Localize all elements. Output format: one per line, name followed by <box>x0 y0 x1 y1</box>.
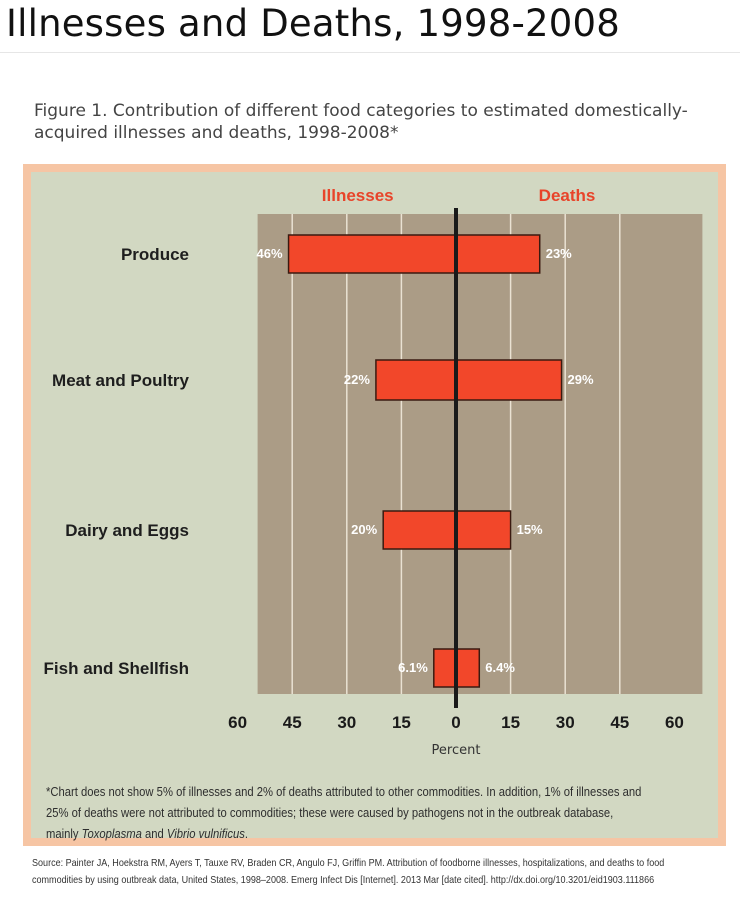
category-label: Fish and Shellfish <box>44 659 189 678</box>
category-label: Produce <box>121 245 189 264</box>
data-label-deaths: 29% <box>568 372 594 387</box>
diverging-bar-chart: Produce 46% 23% Meat and Poultry 22% 29% Dairy… <box>44 186 703 758</box>
x-axis-title: Percent <box>432 743 481 758</box>
footnote-pathogen-1: Toxoplasma <box>81 827 142 841</box>
source-citation: Source: Painter JA, Hoekstra RM, Ayers T… <box>32 857 665 886</box>
x-tick-label: 45 <box>610 713 629 732</box>
bar-illnesses <box>433 648 457 688</box>
figure-panel: Produce 46% 23% Meat and Poultry 22% 29% Dairy… <box>31 172 718 841</box>
title-divider <box>0 52 740 53</box>
bar-deaths <box>455 359 563 401</box>
footnote-text: *Chart does not show 5% of illnesses and… <box>46 785 642 841</box>
footnote-end: . <box>244 827 249 841</box>
series-header-deaths: Deaths <box>539 186 596 205</box>
x-tick-label: 30 <box>556 713 575 732</box>
bar-illnesses <box>382 510 457 550</box>
footnote-pathogen-2: Vibrio vulnificus <box>166 827 245 841</box>
footnote: *Chart does not show 5% of illnesses and… <box>46 782 645 845</box>
x-tick-label: 30 <box>337 713 356 732</box>
x-tick-label: 60 <box>228 713 247 732</box>
x-tick-label: 45 <box>283 713 302 732</box>
bar-illnesses <box>287 234 457 274</box>
data-label-illnesses: 46% <box>257 246 283 261</box>
data-label-deaths: 6.4% <box>485 660 515 675</box>
page-title: Illnesses and Deaths, 1998-2008 <box>6 2 620 45</box>
footnote-conjunction: and <box>141 827 167 841</box>
data-label-illnesses: 22% <box>344 372 370 387</box>
data-label-illnesses: 20% <box>351 522 377 537</box>
x-tick-label: 0 <box>451 713 460 732</box>
plot-area <box>257 214 703 694</box>
series-header-illnesses: Illnesses <box>322 186 394 205</box>
bar-deaths <box>455 648 481 688</box>
category-label: Dairy and Eggs <box>65 521 189 540</box>
bar-deaths <box>455 234 541 274</box>
category-label: Meat and Poultry <box>52 371 190 390</box>
plot-background <box>257 214 703 694</box>
bar-illnesses <box>375 359 457 401</box>
data-label-deaths: 15% <box>517 522 543 537</box>
figure-frame: Produce 46% 23% Meat and Poultry 22% 29% Dairy… <box>23 164 726 846</box>
x-tick-label: 15 <box>501 713 520 732</box>
figure-caption: Figure 1. Contribution of different food… <box>34 101 688 143</box>
bar-deaths <box>455 510 512 550</box>
data-label-deaths: 23% <box>546 246 572 261</box>
x-tick-label: 15 <box>392 713 411 732</box>
x-tick-label: 60 <box>665 713 684 732</box>
data-label-illnesses: 6.1% <box>398 660 428 675</box>
